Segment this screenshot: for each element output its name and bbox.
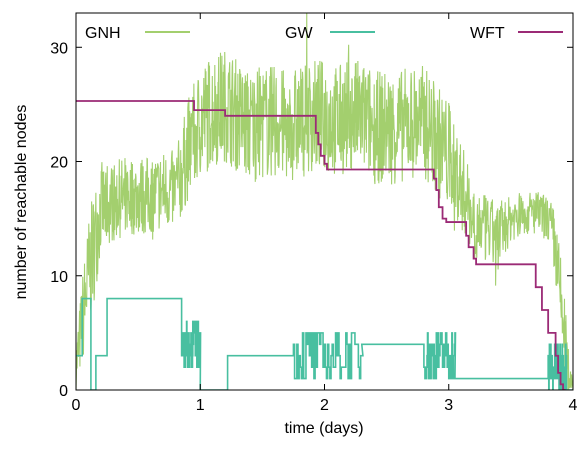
- x-tick-label: 2: [320, 397, 329, 414]
- plot-series: [76, 13, 573, 390]
- x-tick-label: 1: [196, 397, 205, 414]
- x-tick-label: 4: [569, 397, 578, 414]
- series-line-gw: [76, 297, 573, 390]
- x-axis-title: time (days): [284, 420, 363, 437]
- legend-label-gnh: GNH: [85, 25, 121, 42]
- x-tick-label: 0: [72, 397, 81, 414]
- legend: GNH GW WFT: [85, 25, 563, 42]
- series-line-gnh: [76, 13, 573, 390]
- legend-label-gw: GW: [285, 25, 313, 42]
- y-tick-label: 30: [50, 40, 68, 57]
- series-line-wft: [76, 100, 566, 390]
- y-axis-title: number of reachable nodes: [13, 105, 30, 300]
- legend-label-wft: WFT: [470, 25, 505, 42]
- y-tick-label: 0: [59, 383, 68, 400]
- y-tick-label: 20: [50, 155, 68, 172]
- y-axis: 0 10 20 30: [50, 40, 573, 400]
- x-axis: 0 1 2 3 4: [72, 13, 578, 414]
- x-tick-label: 3: [444, 397, 453, 414]
- y-tick-label: 10: [50, 269, 68, 286]
